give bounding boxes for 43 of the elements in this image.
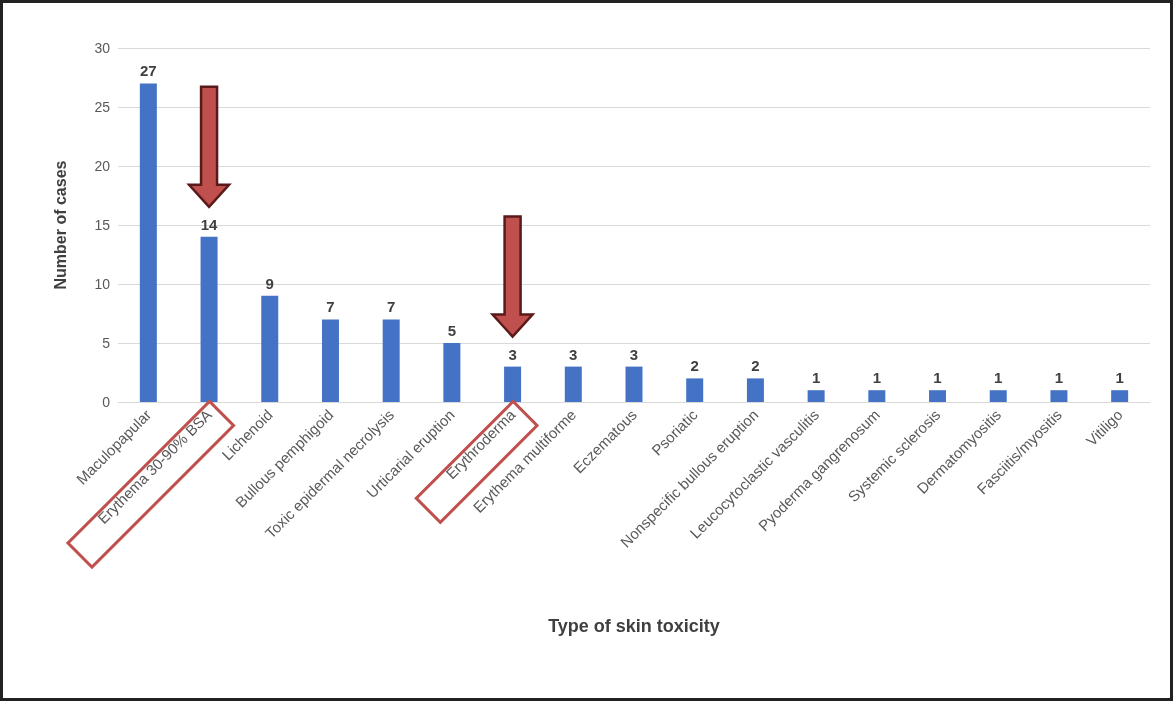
- x-axis-title: Type of skin toxicity: [548, 616, 720, 636]
- bar: [321, 319, 339, 402]
- bar: [1050, 390, 1068, 402]
- y-axis-title: Number of cases: [51, 160, 69, 290]
- data-label: 14: [200, 215, 219, 233]
- bar: [686, 378, 704, 402]
- bar: [200, 236, 218, 402]
- data-label: 1: [994, 369, 1003, 387]
- data-label: 7: [387, 298, 396, 316]
- bar: [443, 343, 461, 402]
- data-label: 7: [326, 298, 335, 316]
- y-tick-label: 25: [94, 99, 111, 115]
- y-tick-label: 15: [94, 217, 111, 233]
- data-label: 1: [1054, 369, 1064, 387]
- y-tick-label: 30: [94, 40, 111, 56]
- data-label: 2: [690, 357, 699, 375]
- data-label: 3: [508, 345, 517, 363]
- y-tick-label: 10: [94, 276, 111, 292]
- bar: [1111, 390, 1129, 402]
- data-label: 3: [629, 345, 639, 363]
- y-tick-label: 5: [102, 335, 111, 351]
- bar: [807, 390, 825, 402]
- data-label: 1: [1115, 369, 1124, 387]
- data-label: 2: [751, 357, 760, 375]
- data-label: 1: [811, 369, 821, 387]
- data-label: 27: [140, 62, 157, 80]
- bar: [382, 319, 400, 402]
- y-tick-label: 20: [94, 158, 111, 174]
- data-label: 9: [265, 274, 274, 292]
- bar: [746, 378, 764, 402]
- bar: [868, 390, 886, 402]
- bar: [139, 83, 157, 402]
- data-label: 1: [872, 369, 881, 387]
- bar: [504, 366, 522, 402]
- data-label: 5: [447, 322, 457, 339]
- bar: [261, 295, 279, 402]
- bar: [564, 366, 582, 402]
- y-tick-label: 0: [102, 394, 111, 410]
- data-label: 3: [569, 345, 578, 363]
- bar: [989, 390, 1007, 402]
- data-label: 1: [933, 369, 942, 387]
- bar: [929, 390, 947, 402]
- bar: [625, 366, 643, 402]
